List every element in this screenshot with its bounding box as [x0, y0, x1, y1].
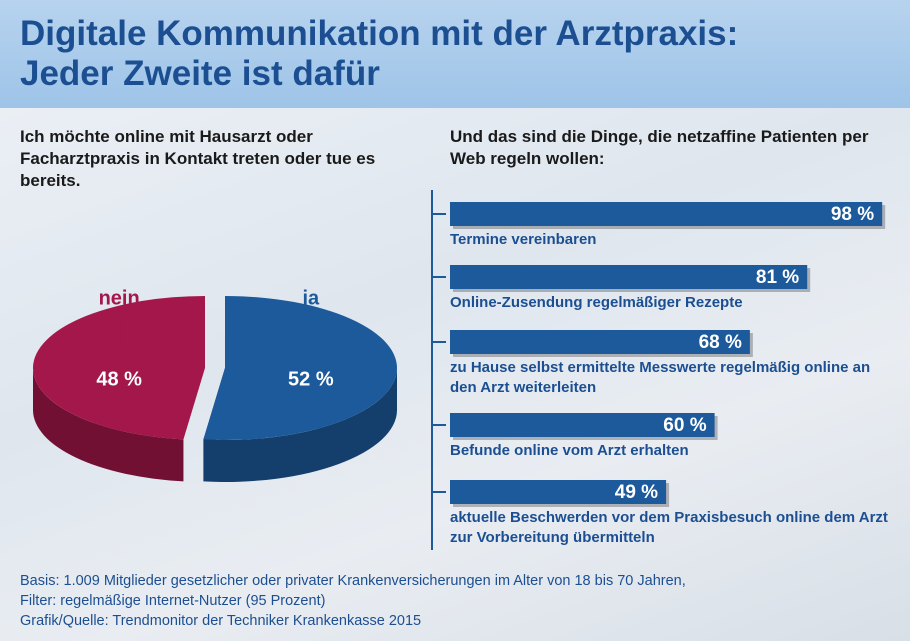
- bar-value-label: 68 %: [699, 332, 742, 353]
- bar-title: Und das sind die Dinge, die netzaffine P…: [450, 127, 869, 168]
- slice-value-label: 52 %: [288, 368, 334, 390]
- bar: [450, 330, 750, 354]
- footnote: Basis: 1.009 Mitglieder gesetzlicher ode…: [20, 571, 686, 631]
- bar: [450, 413, 715, 437]
- pie-slice: [33, 296, 205, 440]
- bar-category-label: zu Hause selbst ermittelte Messwerte reg…: [450, 359, 871, 396]
- bar: [450, 480, 667, 504]
- bar-category-label: Termine vereinbaren: [450, 231, 597, 248]
- bar: [450, 202, 883, 226]
- slice-side: [33, 368, 184, 482]
- footnote-line: Filter: regelmäßige Internet-Nutzer (95 …: [20, 593, 326, 609]
- bar-value-label: 49 %: [615, 482, 658, 503]
- bar-value-label: 81 %: [756, 267, 799, 288]
- pie-slice: [203, 296, 398, 440]
- footnote-line: Grafik/Quelle: Trendmonitor der Technike…: [20, 613, 422, 629]
- bar-category-label: aktuelle Beschwerden vor dem Praxisbesuc…: [450, 509, 888, 546]
- bar-category-label: Online-Zusendung regelmäßiger Rezepte: [450, 294, 743, 311]
- legend-label: ja: [301, 287, 320, 309]
- bar-category-label: Befunde online vom Arzt erhalten: [450, 442, 689, 459]
- bar-value-label: 60 %: [663, 415, 706, 436]
- pie-title: Ich möchte online mit Hausarzt oder Fach…: [20, 127, 376, 190]
- title: Digitale Kommunikation mit der Arztpraxi…: [20, 14, 739, 93]
- legend-label: nein: [99, 287, 140, 309]
- header-band: [0, 0, 910, 108]
- bar: [450, 265, 808, 289]
- bar-value-label: 98 %: [831, 204, 874, 225]
- slice-value-label: 48 %: [96, 368, 142, 390]
- slice-side: [203, 368, 397, 482]
- footnote-line: Basis: 1.009 Mitglieder gesetzlicher ode…: [20, 573, 686, 589]
